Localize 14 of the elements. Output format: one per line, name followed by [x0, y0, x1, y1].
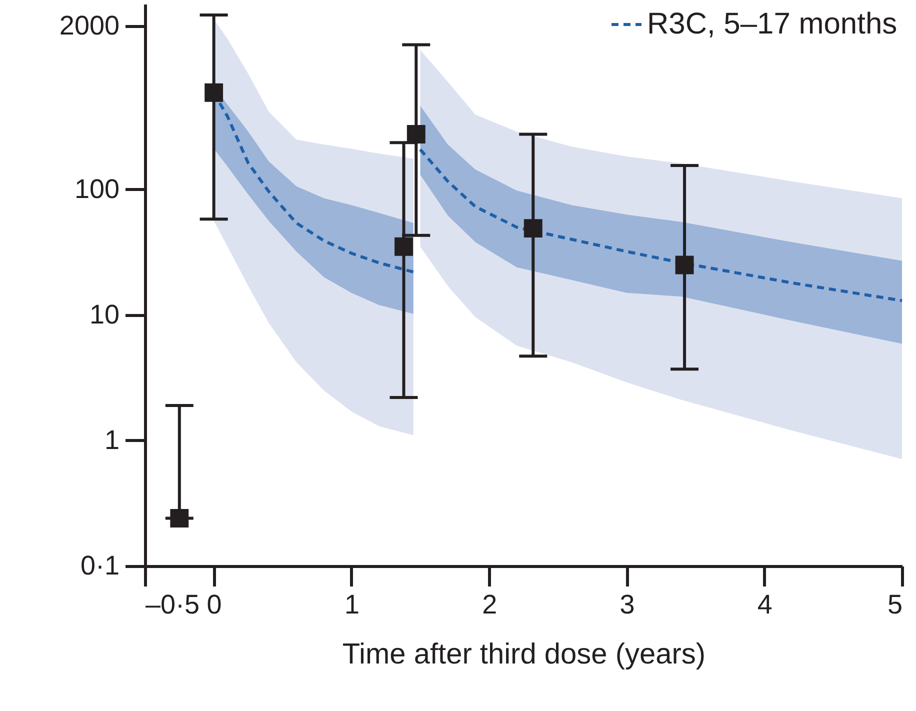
x-tick-label: 5 — [887, 590, 902, 620]
x-tick-label: 3 — [620, 590, 635, 620]
y-tick-label: 0·1 — [80, 550, 120, 580]
x-axis-title: Time after third dose (years) — [342, 638, 706, 670]
y-tick-label: 2000 — [59, 10, 120, 41]
legend-label: R3C, 5–17 months — [647, 8, 898, 40]
x-tick-label: 1 — [344, 590, 360, 620]
y-tick-label: 100 — [74, 174, 120, 204]
x-tick-label: 4 — [757, 590, 772, 620]
x-tick-label: 2 — [482, 590, 498, 620]
y-tick-label: 1 — [104, 424, 120, 455]
x-tick-label: 0 — [206, 590, 222, 620]
x-tick-label: –0·5 — [146, 590, 200, 620]
y-tick-label: 10 — [89, 299, 120, 330]
